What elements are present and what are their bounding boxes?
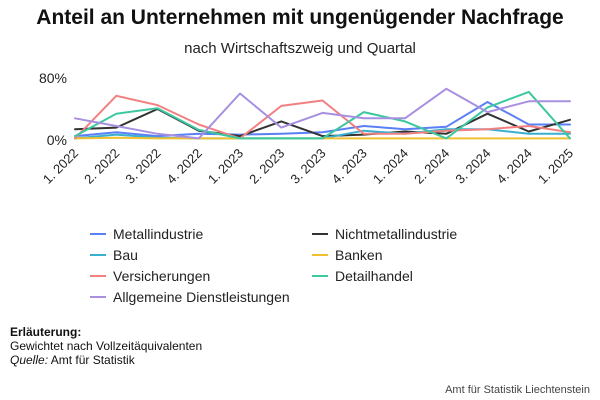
x-tick-label: 3. 2023	[287, 146, 328, 187]
x-tick-label: 4. 2023	[329, 146, 370, 187]
legend-swatch	[312, 275, 328, 277]
source-label: Quelle:	[10, 353, 49, 367]
legend-label: Banken	[335, 247, 383, 263]
legend-item: Banken	[312, 245, 382, 265]
x-tick-label: 4. 2024	[494, 146, 535, 187]
source-text: Amt für Statistik	[50, 353, 135, 367]
x-tick-label: 1. 2024	[370, 146, 411, 187]
x-tick-label: 3. 2022	[122, 146, 163, 187]
x-tick-label: 4. 2022	[164, 146, 205, 187]
x-tick-label: 2. 2024	[411, 146, 452, 187]
y-tick-label: 0%	[47, 132, 67, 148]
legend-label: Nichtmetallindustrie	[335, 226, 458, 242]
y-axis: 0% 80%	[39, 70, 67, 148]
x-tick-label: 2. 2022	[81, 146, 122, 187]
chart-subtitle: nach Wirtschaftszweig und Quartal	[184, 40, 416, 57]
chart-title: Anteil an Unternehmen mit ungenügender N…	[36, 6, 564, 29]
legend-item: Nichtmetallindustrie	[312, 224, 457, 244]
legend-item: Metallindustrie	[90, 224, 203, 244]
series-line	[74, 101, 571, 138]
series-line	[74, 87, 571, 140]
x-tick-label: 2. 2023	[246, 146, 287, 187]
legend-item: Versicherungen	[90, 266, 210, 286]
chart-notes: Erläuterung: Gewichtet nach Vollzeitäqui…	[10, 325, 202, 367]
legend-label: Versicherungen	[113, 268, 211, 284]
legend-label: Detailhandel	[335, 268, 413, 284]
x-tick-label: 1. 2022	[40, 146, 81, 187]
legend-swatch	[312, 254, 328, 256]
legend-item: Allgemeine Dienstleistungen	[90, 287, 290, 307]
legend-label: Bau	[113, 247, 138, 263]
notes-source: Quelle: Amt für Statistik	[10, 353, 202, 367]
y-tick-label: 80%	[39, 70, 67, 86]
series-line	[74, 90, 571, 140]
x-tick-label: 3. 2024	[452, 146, 493, 187]
legend-item: Detailhandel	[312, 266, 413, 286]
legend-swatch	[90, 296, 106, 298]
series-line	[74, 94, 571, 140]
legend-swatch	[90, 254, 106, 256]
legend-item: Bau	[90, 245, 138, 265]
notes-text: Gewichtet nach Vollzeitäquivalenten	[10, 339, 203, 353]
legend-swatch	[90, 233, 106, 235]
x-tick-label: 1. 2025	[535, 146, 576, 187]
x-tick-label: 1. 2023	[205, 146, 246, 187]
footer-credit: Amt für Statistik Liechtenstein	[445, 384, 590, 396]
line-chart: 0%80% 1. 2022 2. 2022 3. 2022 4. 2022 1. 202…	[39, 70, 576, 187]
notes-heading: Erläuterung:	[10, 325, 82, 339]
legend-swatch	[312, 233, 328, 235]
series-lines	[74, 87, 571, 140]
x-axis: 1. 2022 2. 2022 3. 2022 4. 2022 1. 2023 2. 20…	[40, 146, 576, 187]
legend-label: Allgemeine Dienstleistungen	[113, 289, 290, 305]
legend-label: Metallindustrie	[113, 226, 204, 242]
legend-swatch	[90, 275, 106, 277]
